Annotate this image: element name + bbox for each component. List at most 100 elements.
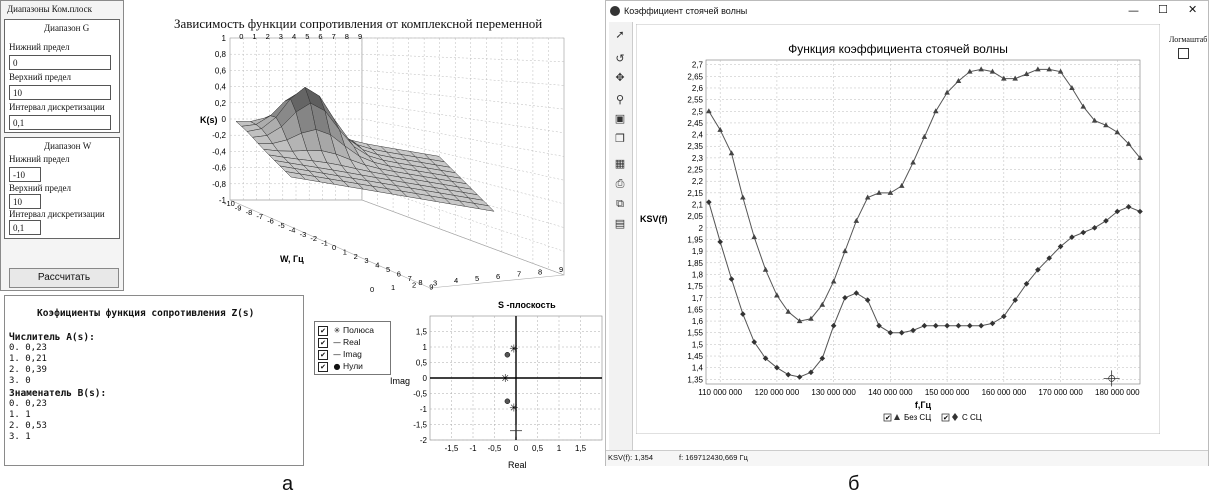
- legend-item[interactable]: ✔ ● Нули: [318, 361, 363, 372]
- ksv-point-diamond: [1057, 243, 1064, 250]
- surface-gridline: [361, 86, 565, 110]
- surface-gridline: [361, 70, 565, 86]
- ksv-point-triangle: [853, 217, 860, 223]
- legend-item[interactable]: ✔ — Imag: [318, 349, 362, 360]
- surface-z-tick: 0,4: [215, 83, 227, 92]
- surface-g-tick: 0: [370, 285, 374, 292]
- splane-y-tick: 1: [423, 343, 428, 352]
- ksv-x-tick: 120 000 000: [755, 388, 800, 397]
- calculate-button[interactable]: Рассчитать: [9, 268, 119, 288]
- ksv-y-label: KSV(f): [640, 214, 668, 224]
- surface-g-tick: 4: [454, 276, 458, 285]
- surface-gridline: [361, 134, 565, 181]
- ksv-point-diamond: [1114, 208, 1121, 215]
- move-icon[interactable]: ✥: [615, 71, 625, 84]
- print-icon[interactable]: ⎙: [615, 177, 625, 190]
- minimize-button[interactable]: —: [1128, 4, 1139, 17]
- ksv-point-triangle: [921, 133, 928, 139]
- ksv-y-tick: 2,5: [692, 107, 704, 116]
- undo-icon[interactable]: ↺: [615, 52, 625, 65]
- ksv-y-tick: 2,1: [692, 201, 704, 210]
- surface-gridline: [361, 151, 565, 205]
- surface-gridline: [361, 183, 565, 252]
- ksv-y-tick: 1,6: [692, 317, 704, 326]
- ksv-point-triangle: [955, 77, 962, 83]
- maximize-button[interactable]: ☐: [1158, 3, 1168, 16]
- w-lower-input[interactable]: -10: [9, 167, 41, 182]
- ksv-x-tick: 170 000 000: [1038, 388, 1083, 397]
- ksv-x-tick: 110 000 000: [698, 388, 742, 397]
- splane-x-tick: 0,5: [532, 444, 544, 453]
- legend-checkbox[interactable]: ✔: [318, 337, 328, 348]
- cursor-icon[interactable]: ➚: [615, 28, 625, 41]
- w-upper-label: Верхний предел: [9, 183, 71, 193]
- ksv-legend-check: ✔: [943, 415, 949, 422]
- g-upper-input[interactable]: 10: [9, 85, 111, 100]
- splane-y-tick: -2: [420, 436, 428, 445]
- ksv-point-triangle: [819, 301, 826, 307]
- surface-w-tick: 2: [354, 252, 358, 261]
- ksv-point-triangle: [808, 315, 814, 321]
- toolbar: [609, 22, 633, 450]
- w-lower-label: Нижний предел: [9, 154, 70, 164]
- ksv-point-diamond: [842, 294, 848, 301]
- ksv-point-triangle: [876, 189, 882, 195]
- surface-g-tick: 1: [391, 283, 395, 292]
- ksv-y-tick: 2,45: [687, 119, 703, 128]
- ksv-legend-check: ✔: [885, 415, 891, 422]
- surface-w-tick: -2: [310, 234, 317, 243]
- ksv-y-tick: 1,8: [692, 270, 704, 279]
- ksv-point-diamond: [944, 322, 950, 329]
- save-icon[interactable]: ▤: [614, 217, 626, 230]
- splane-y-label: Imag: [390, 376, 410, 386]
- ksv-point-triangle: [1001, 75, 1007, 81]
- ksv-y-tick: 1,35: [687, 375, 703, 384]
- surface-w-tick: -9: [235, 203, 242, 212]
- ksv-point-diamond: [762, 355, 769, 362]
- denominator-item: 3. 1: [9, 432, 31, 442]
- ksv-y-tick: 1,9: [692, 247, 704, 256]
- ksv-point-triangle: [978, 66, 984, 72]
- zoom-fit-icon[interactable]: ▣: [614, 112, 626, 125]
- surface-top-tick: 4: [292, 32, 296, 41]
- w-step-input[interactable]: 0,1: [9, 220, 41, 235]
- ksv-y-tick: 1,65: [687, 305, 703, 314]
- ksv-point-triangle: [1069, 84, 1075, 90]
- ksv-point-triangle: [774, 292, 780, 298]
- log-scale-checkbox[interactable]: [1178, 48, 1189, 59]
- ksv-chart: Функция коэффициента стоячей волны 2,7 2,6…: [636, 24, 1160, 434]
- g-step-label: Интервал дискретизации: [9, 102, 105, 112]
- surface-top-tick: 2: [266, 32, 270, 41]
- legend-checkbox[interactable]: ✔: [318, 325, 328, 336]
- ksv-point-diamond: [853, 290, 860, 296]
- surface-w-axis-label: W, Гц: [280, 254, 304, 264]
- splane-x-tick: -1: [469, 444, 477, 453]
- legend-item[interactable]: ✔ ✳ Полюса: [318, 325, 374, 336]
- ksv-y-tick: 2,25: [687, 166, 703, 175]
- close-button[interactable]: ✕: [1188, 3, 1198, 16]
- surface-top-tick: 3: [279, 32, 283, 41]
- legend-checkbox[interactable]: ✔: [318, 361, 328, 372]
- w-upper-input[interactable]: 10: [9, 194, 41, 209]
- legend-checkbox[interactable]: ✔: [318, 349, 328, 360]
- print-setup-icon[interactable]: ▦: [614, 157, 626, 170]
- ksv-y-tick: 2,05: [687, 212, 703, 221]
- g-lower-input[interactable]: 0: [9, 55, 111, 70]
- ksv-point-diamond: [751, 339, 758, 345]
- status-bar: [606, 450, 1208, 466]
- surface-w-tick: -10: [224, 199, 235, 208]
- settings-panel: Диапазоны Ком.плоск Диапазон G Нижний пр…: [0, 0, 124, 291]
- g-step-input[interactable]: 0,1: [9, 115, 111, 130]
- surface-w-tick: 0: [332, 243, 336, 252]
- copy-icon[interactable]: ❐: [615, 132, 625, 145]
- splane-y-tick: 0: [423, 374, 428, 383]
- ksv-point-diamond: [898, 329, 905, 336]
- legend-item[interactable]: ✔ — Real: [318, 337, 360, 348]
- zoom-icon[interactable]: ⚲: [615, 93, 625, 106]
- surface-w-tick: -5: [278, 221, 285, 230]
- surface-z-tick: -0,4: [212, 147, 226, 156]
- surface-top-tick: 8: [345, 32, 349, 41]
- ksv-point-triangle: [830, 278, 837, 284]
- surface-floor: [229, 199, 565, 289]
- copy-image-icon[interactable]: ⧉: [616, 197, 624, 210]
